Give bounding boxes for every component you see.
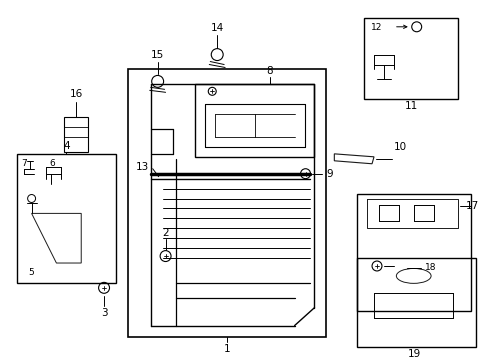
Text: 8: 8 xyxy=(266,67,273,76)
Bar xyxy=(356,194,470,311)
Bar xyxy=(364,18,457,99)
Text: 17: 17 xyxy=(465,202,478,211)
Text: 12: 12 xyxy=(370,23,382,32)
Bar xyxy=(128,69,325,337)
Text: 5: 5 xyxy=(29,269,35,278)
Text: 13: 13 xyxy=(135,162,148,172)
Text: 15: 15 xyxy=(151,50,164,60)
Text: 11: 11 xyxy=(404,101,418,111)
Text: 4: 4 xyxy=(63,141,69,151)
Text: 19: 19 xyxy=(407,349,421,359)
Text: 2: 2 xyxy=(162,228,168,238)
Text: 6: 6 xyxy=(49,159,55,168)
Bar xyxy=(64,117,88,152)
Text: 3: 3 xyxy=(101,308,107,318)
Text: 14: 14 xyxy=(210,23,224,33)
Text: 10: 10 xyxy=(393,142,406,152)
Text: 18: 18 xyxy=(424,264,435,273)
Bar xyxy=(195,84,314,157)
Text: 9: 9 xyxy=(325,169,332,179)
Text: 7: 7 xyxy=(21,159,27,168)
Text: 1: 1 xyxy=(224,345,230,354)
Bar xyxy=(17,154,116,283)
Bar xyxy=(356,258,475,347)
Text: 16: 16 xyxy=(69,89,83,99)
